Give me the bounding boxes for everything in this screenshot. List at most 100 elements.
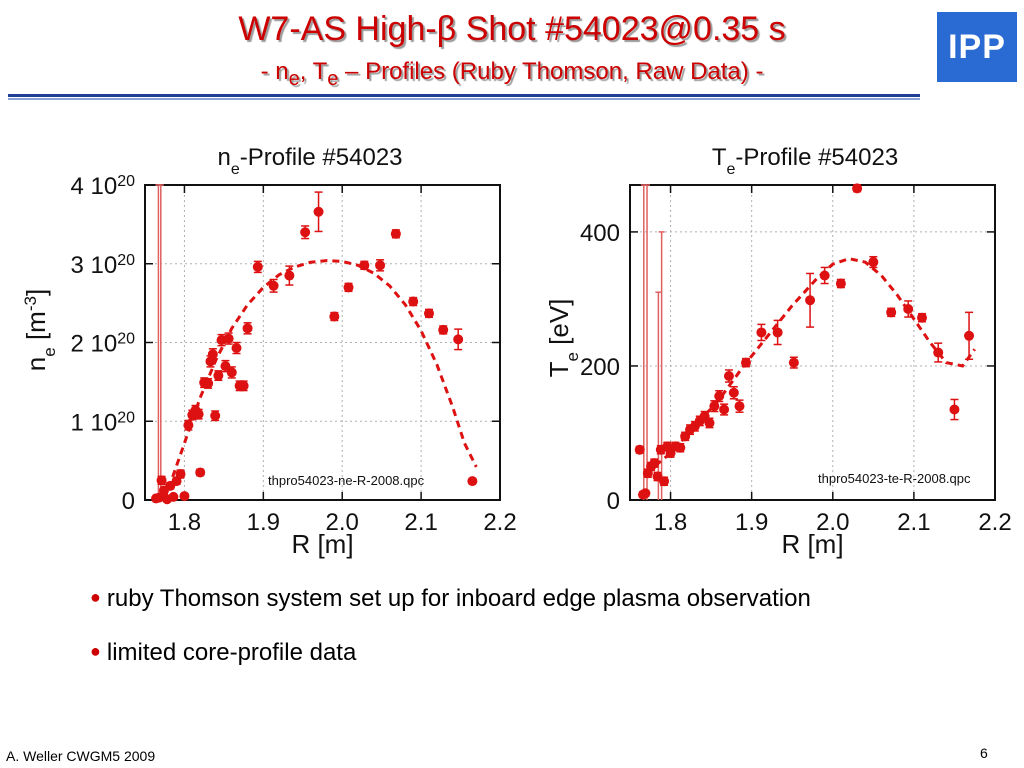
data-point: [210, 410, 221, 421]
y-tick-label: 400: [580, 220, 620, 247]
y-tick-mantissa: 3 10: [70, 252, 117, 279]
data-point: [728, 387, 739, 398]
x-tick-label: 2.0: [326, 509, 359, 536]
data-point: [704, 417, 715, 428]
ylabel-subscript: e: [40, 347, 59, 356]
title-subscript: e: [726, 161, 735, 178]
data-point: [964, 330, 975, 341]
data-point: [195, 467, 206, 478]
ylabel-superscript: -3: [21, 296, 40, 311]
file-annotation: thpro54023-ne-R-2008.qpc: [268, 473, 425, 488]
subtitle-mid: , T: [299, 58, 328, 85]
subtitle-suffix: – Profiles (Ruby Thomson, Raw Data) -: [338, 58, 764, 85]
footer-author: A. Weller CWGM5 2009: [6, 748, 156, 764]
subtitle-te-subscript: e: [327, 67, 339, 90]
data-point: [835, 278, 846, 289]
y-tick-mantissa: 1 10: [70, 409, 117, 436]
data-point: [723, 371, 734, 382]
data-point: [917, 312, 927, 323]
x-tick-label: 1.8: [168, 509, 201, 536]
ylabel-base: T: [544, 361, 574, 377]
y-tick-exponent: 20: [117, 173, 135, 190]
data-point: [329, 311, 340, 322]
data-point: [207, 349, 218, 360]
data-point: [220, 361, 231, 372]
ylabel-base: n: [21, 357, 51, 371]
y-tick-mantissa: 400: [580, 220, 620, 247]
y-tick-exponent: 20: [117, 251, 135, 268]
data-point: [375, 260, 386, 271]
data-point: [424, 308, 434, 319]
data-point: [438, 324, 449, 335]
data-point: [788, 357, 799, 368]
y-tick-label: 1 1020: [70, 409, 135, 437]
chart-title: Te-Profile #54023: [712, 144, 898, 178]
y-tick-mantissa: 0: [607, 488, 620, 515]
title-rest: -Profile #54023: [240, 144, 403, 171]
x-tick-label: 2.1: [897, 509, 930, 536]
data-point: [467, 476, 478, 487]
data-point: [756, 327, 767, 338]
chart-title: ne-Profile #54023: [217, 144, 402, 178]
data-point: [231, 343, 242, 354]
y-tick-exponent: 20: [117, 409, 135, 426]
data-point: [640, 488, 651, 499]
data-point: [949, 404, 960, 415]
y-tick-label: 200: [580, 354, 620, 381]
fit-curve: [645, 257, 976, 475]
title-base: n: [217, 144, 230, 171]
data-point: [868, 257, 879, 268]
data-point: [390, 228, 401, 239]
y-tick-mantissa: 4 10: [70, 173, 117, 200]
ylabel-subscript: e: [563, 352, 582, 361]
y-tick-mantissa: 200: [580, 354, 620, 381]
y-tick-mantissa: 0: [122, 488, 135, 515]
data-point: [175, 469, 186, 480]
y-tick-mantissa: 2 10: [70, 331, 117, 358]
data-point: [193, 409, 204, 420]
slide-subtitle: - ne, Te – Profiles (Ruby Thomson, Raw D…: [0, 58, 1024, 91]
y-tick-label: 3 1020: [70, 251, 135, 279]
ylabel-rest: [m: [21, 311, 51, 347]
plot-frame: [629, 184, 996, 501]
ipp-logo: IPP: [937, 12, 1017, 82]
y-tick-label: 0: [122, 488, 135, 515]
x-axis-label: R [m]: [781, 529, 843, 559]
bullet-text: ruby Thomson system set up for inboard e…: [106, 585, 811, 612]
bullet-list: ● ruby Thomson system set up for inboard …: [90, 585, 811, 693]
x-tick-label: 2.2: [483, 509, 516, 536]
bullet-item: ● ruby Thomson system set up for inboard …: [90, 585, 811, 617]
data-point: [343, 282, 354, 293]
data-point: [852, 183, 863, 194]
bullet-marker: ●: [90, 641, 101, 661]
file-annotation: thpro54023-te-R-2008.qpc: [818, 471, 971, 486]
y-tick-label: 0: [607, 488, 620, 515]
x-tick-label: 2.2: [978, 509, 1011, 536]
y-tick-label: 4 1020: [70, 173, 135, 201]
data-point: [300, 227, 311, 238]
data-point: [408, 296, 419, 307]
bullet-item: ● limited core-profile data: [90, 639, 811, 671]
data-point: [805, 295, 816, 306]
bullet-text: limited core-profile data: [106, 639, 357, 666]
data-point: [252, 261, 263, 272]
fit-curve: [167, 259, 478, 489]
x-axis-label: R [m]: [291, 529, 353, 559]
bullet-marker: ●: [90, 587, 101, 607]
data-point: [659, 476, 670, 487]
slide-title: W7-AS High-β Shot #54023@0.35 s: [238, 10, 786, 48]
data-point: [213, 370, 224, 381]
y-tick-label: 2 1020: [70, 330, 135, 358]
y-tick-exponent: 20: [117, 330, 135, 347]
data-point: [179, 491, 190, 502]
data-point: [226, 367, 237, 378]
data-point: [634, 444, 645, 455]
subtitle-prefix: - n: [260, 58, 289, 85]
title-subscript: e: [231, 161, 240, 178]
x-tick-label: 2.0: [816, 509, 849, 536]
title-rule-shadow: [8, 98, 920, 100]
y-axis-label: Te [eV]: [544, 299, 582, 378]
data-point: [284, 270, 295, 281]
